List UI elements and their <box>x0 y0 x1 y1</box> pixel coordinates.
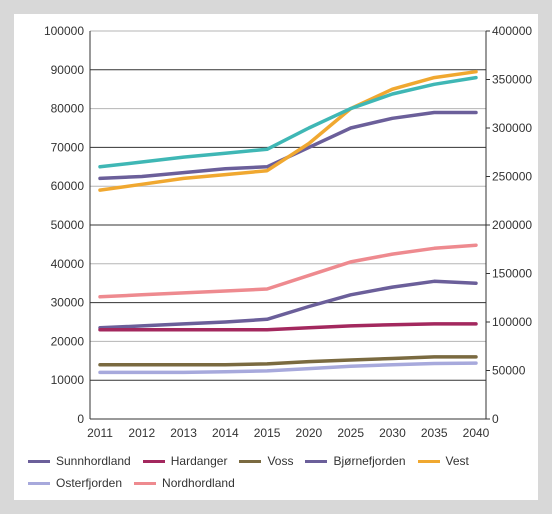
legend-label: Hardanger <box>170 454 228 468</box>
y-left-tick-label: 90000 <box>51 63 85 77</box>
legend-item: Hardanger <box>142 454 228 468</box>
legend-swatch <box>239 459 262 463</box>
y-right-tick-label: 50000 <box>492 364 526 378</box>
legend-item: Sunnhordland <box>28 454 131 468</box>
y-left-tick-label: 80000 <box>51 102 85 116</box>
y-right-tick-label: 200000 <box>492 218 532 232</box>
y-left-tick-label: 50000 <box>51 218 85 232</box>
y-right-tick-label: 100000 <box>492 315 532 329</box>
legend-swatch <box>417 459 440 463</box>
y-right-tick-label: 400000 <box>492 24 532 38</box>
series-line-right-axis-series <box>98 75 478 169</box>
legend-item: Bjørnefjorden <box>305 454 406 468</box>
legend-swatch <box>134 481 157 485</box>
legend-swatch <box>28 459 50 463</box>
chart-legend: Sunnhordland Hardanger Voss Bjørnefjorden Ve… <box>28 454 538 490</box>
x-tick-label: 2014 <box>212 426 239 440</box>
y-right-tick-label: 0 <box>492 412 499 426</box>
x-tick-label: 2012 <box>128 426 155 440</box>
line-chart: 0 10000 20000 30000 40000 50000 60000 70000 8000… <box>44 24 532 440</box>
legend-swatch <box>305 459 328 463</box>
y-right-tick-label: 300000 <box>492 121 532 135</box>
legend-swatch <box>142 459 165 463</box>
y-left-tick-label: 20000 <box>51 334 85 348</box>
y-right-tick-label: 350000 <box>492 73 532 87</box>
x-tick-label: 2030 <box>379 426 406 440</box>
series-line-hardanger <box>98 322 478 332</box>
legend-label: Vest <box>445 454 469 468</box>
x-tick-label: 2040 <box>463 426 490 440</box>
x-tick-label: 2025 <box>337 426 364 440</box>
legend-label: Nordhordland <box>162 476 235 490</box>
series-line-nordhordland <box>98 243 478 299</box>
chart-panel: 0 10000 20000 30000 40000 50000 60000 70000 8000… <box>14 14 538 500</box>
legend-label: Osterfjorden <box>56 476 123 490</box>
x-tick-label: 2011 <box>87 426 113 440</box>
x-tick-label: 2035 <box>421 426 448 440</box>
y-right-tick-label: 250000 <box>492 170 532 184</box>
legend-label: Bjørnefjorden <box>333 454 406 468</box>
x-tick-label: 2020 <box>296 426 323 440</box>
series-line-vest <box>98 69 478 192</box>
legend-label: Sunnhordland <box>56 454 131 468</box>
x-tick-label: 2013 <box>170 426 197 440</box>
legend-item: Vest <box>417 454 469 468</box>
y-right-tick-label: 150000 <box>492 267 532 281</box>
y-left-tick-label: 30000 <box>51 296 85 310</box>
y-left-tick-label: 60000 <box>51 179 85 193</box>
series-line-bj-rnefjorden <box>98 110 478 181</box>
series-line-voss <box>98 355 478 367</box>
y-left-tick-label: 70000 <box>51 140 85 154</box>
legend-item: Nordhordland <box>134 476 235 490</box>
x-tick-label: 2015 <box>254 426 281 440</box>
y-left-tick-label: 10000 <box>51 373 85 387</box>
series-line-osterfjorden <box>98 361 478 375</box>
y-left-tick-label: 0 <box>77 412 84 426</box>
y-left-tick-label: 100000 <box>44 24 84 38</box>
legend-swatch <box>28 481 50 485</box>
legend-item: Voss <box>239 454 293 468</box>
legend-item: Osterfjorden <box>28 476 122 490</box>
y-left-tick-label: 40000 <box>51 257 85 271</box>
series-line-sunnhordland <box>98 279 478 330</box>
legend-label: Voss <box>267 454 294 468</box>
